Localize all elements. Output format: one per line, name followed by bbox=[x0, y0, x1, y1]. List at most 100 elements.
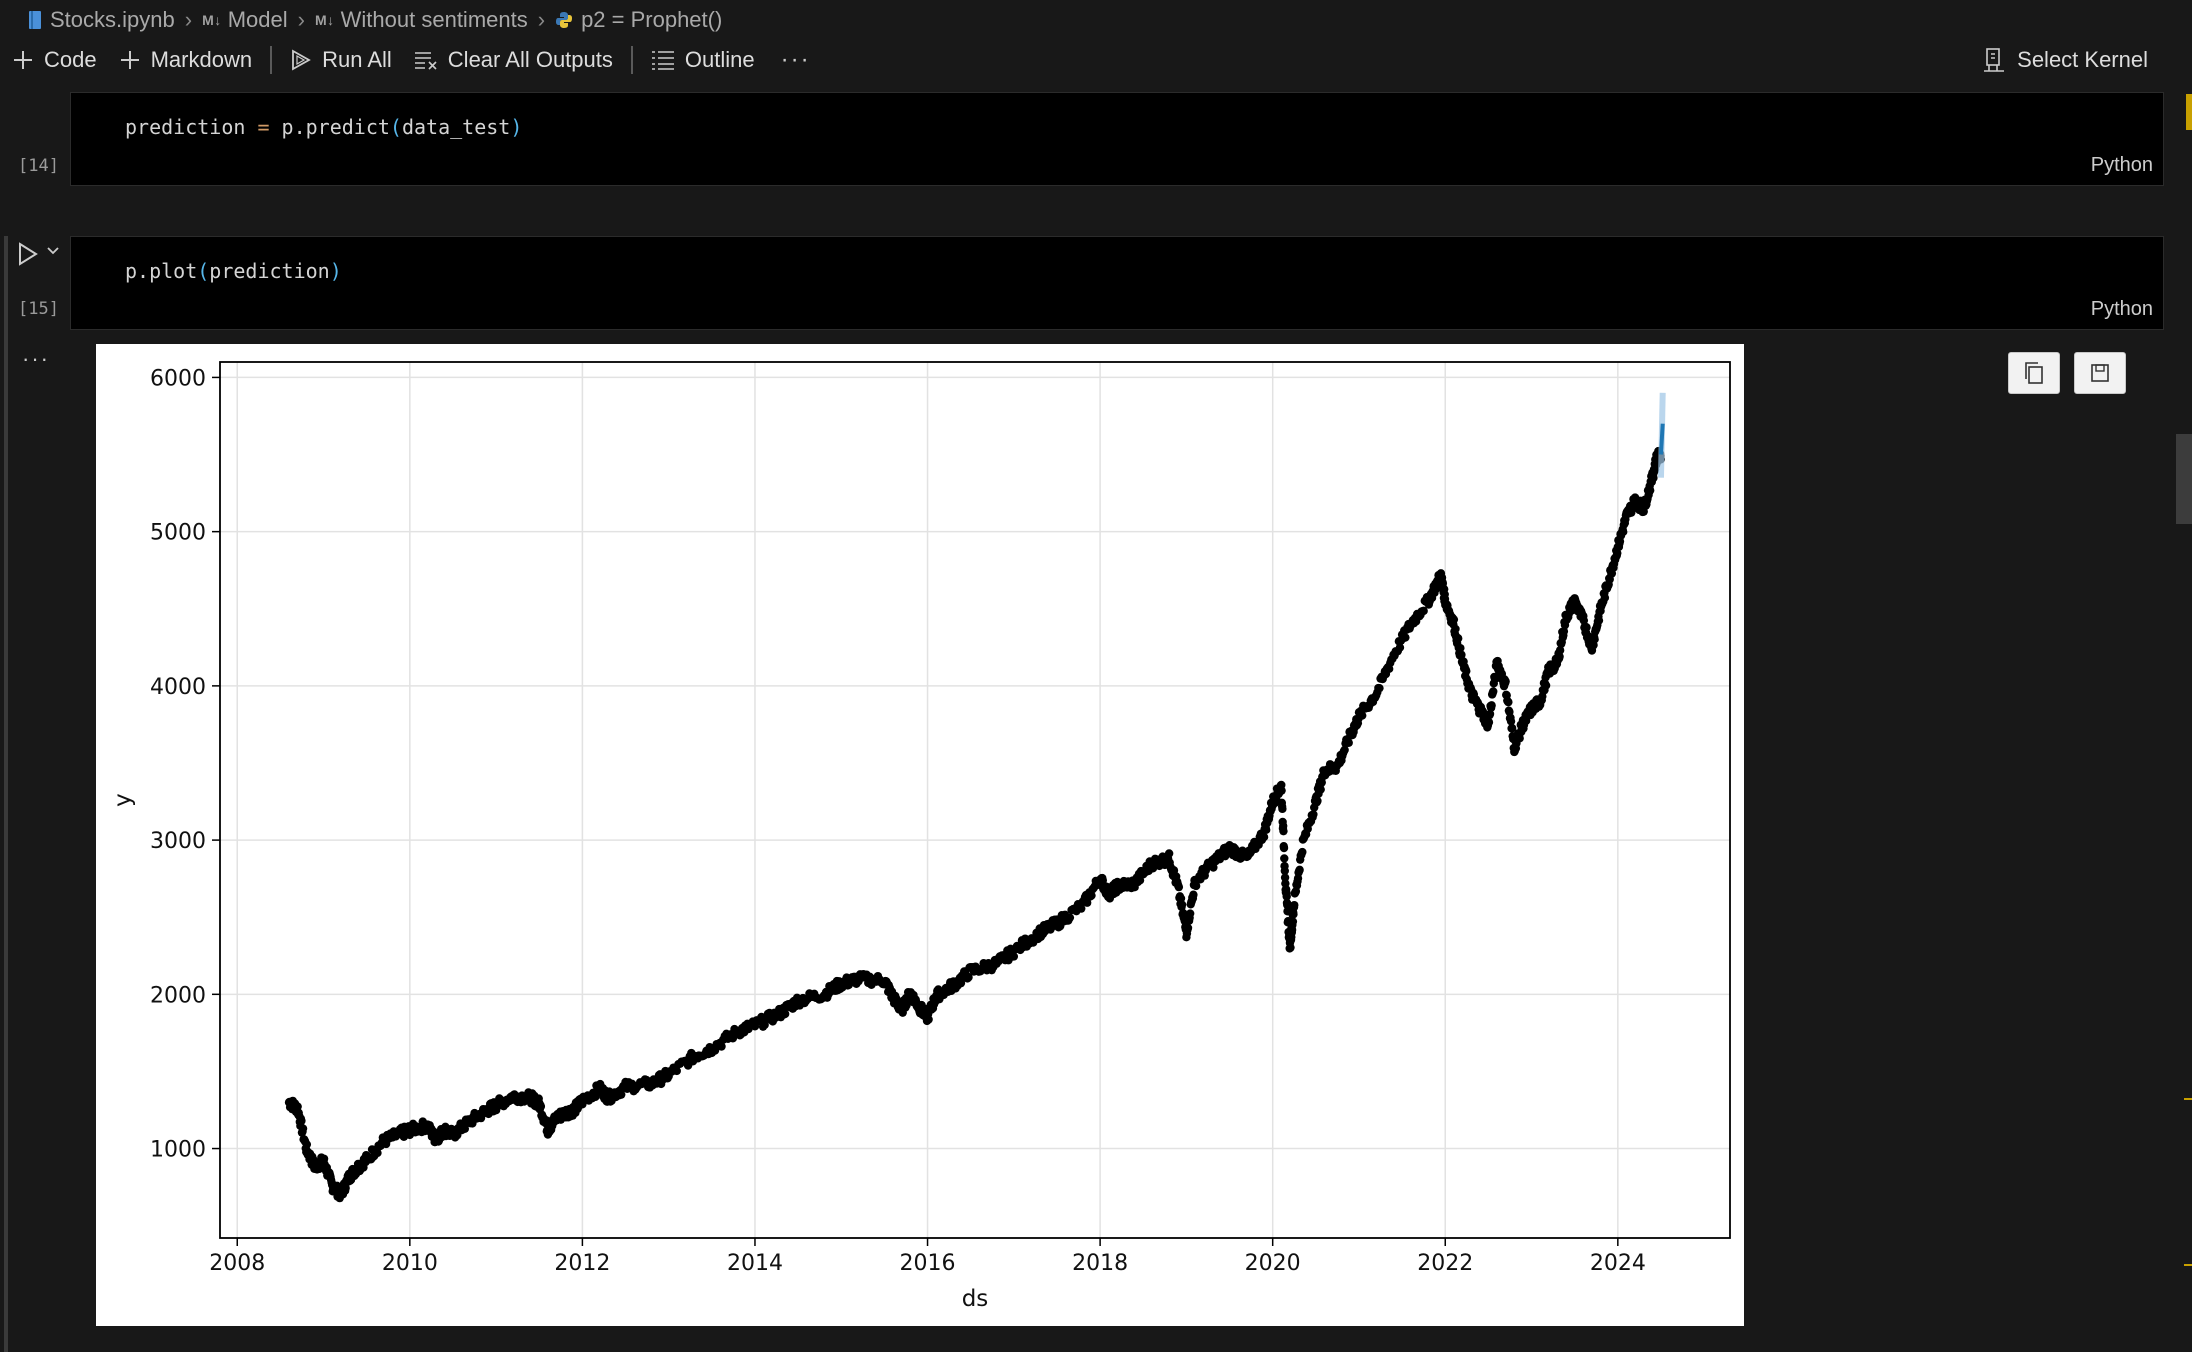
plus-icon bbox=[14, 51, 32, 69]
data-point bbox=[1340, 745, 1349, 755]
data-point bbox=[1277, 786, 1286, 795]
add-code-cell-button[interactable]: Code bbox=[12, 47, 97, 73]
data-point bbox=[1358, 711, 1367, 720]
data-point bbox=[1286, 943, 1295, 952]
data-point bbox=[1487, 701, 1496, 710]
data-point bbox=[1295, 865, 1304, 875]
data-point bbox=[302, 1140, 312, 1149]
run-all-icon bbox=[292, 49, 311, 71]
data-point bbox=[1401, 633, 1410, 642]
data-point bbox=[1489, 687, 1498, 696]
data-point bbox=[1176, 894, 1186, 903]
select-kernel-label: Select Kernel bbox=[2017, 47, 2148, 72]
data-point bbox=[1431, 584, 1441, 593]
code-cell-editor[interactable]: p.plot(prediction) Python bbox=[70, 236, 2164, 330]
data-point bbox=[373, 1148, 382, 1158]
data-point bbox=[1262, 825, 1271, 835]
data-point bbox=[1279, 843, 1289, 853]
x-tick-label: 2012 bbox=[554, 1251, 610, 1276]
data-point bbox=[1185, 909, 1195, 918]
select-kernel-button[interactable]: Select Kernel bbox=[1983, 40, 2148, 80]
data-point bbox=[1649, 473, 1658, 483]
breadcrumb-symbol[interactable]: p2 = Prophet() bbox=[555, 7, 722, 33]
data-point bbox=[542, 1116, 551, 1125]
cell-language-label[interactable]: Python bbox=[2090, 154, 2153, 176]
plot-output: 2008 2010 2012 2014 2016 2018 2020 2022 2024 1000… bbox=[96, 344, 1744, 1326]
data-point bbox=[1278, 804, 1287, 814]
breadcrumb-file[interactable]: Stocks.ipynb bbox=[28, 7, 175, 33]
add-markdown-cell-button[interactable]: Markdown bbox=[119, 47, 252, 73]
data-point bbox=[1283, 900, 1292, 910]
data-point bbox=[1344, 738, 1353, 747]
cell-focus-bar bbox=[4, 236, 8, 1352]
outline-button[interactable]: Outline bbox=[651, 47, 755, 73]
data-point bbox=[1164, 849, 1174, 858]
toolbar-divider bbox=[270, 46, 273, 74]
data-point bbox=[1259, 832, 1269, 842]
cell-language-label[interactable]: Python bbox=[2090, 298, 2153, 320]
data-point bbox=[1555, 652, 1564, 661]
run-cell-icon[interactable] bbox=[18, 242, 38, 266]
data-point bbox=[1484, 718, 1494, 727]
kernel-icon bbox=[1984, 48, 2005, 72]
data-point bbox=[1288, 917, 1298, 926]
data-point bbox=[672, 1066, 681, 1076]
breadcrumb-section-without-sentiments[interactable]: M↓ Without sentiments bbox=[315, 7, 528, 33]
clear-all-outputs-button[interactable]: Clear All Outputs bbox=[414, 47, 613, 73]
plot-frame bbox=[219, 361, 1731, 1239]
code-cell-editor[interactable]: prediction = p.predict(data_test) Python bbox=[70, 92, 2164, 186]
data-point bbox=[1177, 900, 1187, 909]
data-point bbox=[1506, 717, 1516, 726]
data-point bbox=[1280, 873, 1290, 882]
x-tick-label: 2024 bbox=[1590, 1251, 1646, 1276]
data-point bbox=[1600, 593, 1610, 602]
add-markdown-cell-label: Markdown bbox=[150, 47, 253, 72]
clear-all-icon bbox=[414, 52, 437, 70]
y-tick-label: 5000 bbox=[150, 521, 206, 546]
y-tick-label: 6000 bbox=[150, 366, 206, 391]
data-point bbox=[1065, 913, 1075, 922]
data-point bbox=[1555, 646, 1565, 655]
data-point bbox=[1457, 650, 1466, 659]
chevron-right-icon: › bbox=[537, 7, 546, 32]
run-all-button[interactable]: Run All bbox=[290, 47, 392, 73]
data-point bbox=[341, 1183, 350, 1193]
breadcrumb-section-label: Model bbox=[227, 7, 288, 32]
data-point bbox=[1313, 796, 1322, 806]
x-tick-label: 2010 bbox=[382, 1251, 438, 1276]
python-icon bbox=[556, 12, 573, 28]
more-actions-button[interactable]: ··· bbox=[780, 46, 811, 73]
y-tick-label: 4000 bbox=[150, 675, 206, 700]
data-point bbox=[1183, 923, 1193, 933]
copy-output-button[interactable] bbox=[2008, 352, 2060, 394]
data-point bbox=[717, 1042, 726, 1051]
output-more-button[interactable]: ··· bbox=[22, 346, 50, 371]
data-point bbox=[1009, 952, 1019, 961]
scrollbar-thumb[interactable] bbox=[2176, 434, 2192, 524]
code-line: prediction = p.predict(data_test) bbox=[125, 115, 523, 139]
chevron-down-icon[interactable] bbox=[46, 246, 60, 256]
forecast-chart: 2008 2010 2012 2014 2016 2018 2020 2022 2024 1000… bbox=[110, 361, 1731, 1312]
data-point bbox=[1279, 826, 1288, 836]
breadcrumb-section-model[interactable]: M↓ Model bbox=[202, 7, 288, 33]
data-point bbox=[617, 1090, 626, 1099]
data-point bbox=[297, 1116, 306, 1126]
overview-ruler-marker bbox=[2184, 1264, 2192, 1266]
data-point bbox=[1309, 810, 1318, 819]
breadcrumb-section-label: Without sentiments bbox=[340, 7, 528, 32]
breadcrumb-symbol-label: p2 = Prophet() bbox=[581, 7, 723, 32]
data-point bbox=[1454, 634, 1463, 643]
data-point bbox=[1541, 681, 1551, 690]
breadcrumb-file-label: Stocks.ipynb bbox=[50, 7, 175, 32]
data-point bbox=[298, 1124, 308, 1133]
x-tick-label: 2008 bbox=[209, 1251, 265, 1276]
data-point bbox=[1619, 527, 1628, 537]
execution-count: [15] bbox=[18, 299, 59, 319]
data-point bbox=[1282, 892, 1291, 901]
data-point bbox=[1419, 606, 1428, 616]
y-tick-label: 1000 bbox=[150, 1138, 206, 1163]
data-point bbox=[1594, 616, 1604, 625]
save-output-button[interactable] bbox=[2074, 352, 2126, 394]
x-tick-label: 2016 bbox=[900, 1251, 956, 1276]
data-point bbox=[1462, 666, 1471, 676]
